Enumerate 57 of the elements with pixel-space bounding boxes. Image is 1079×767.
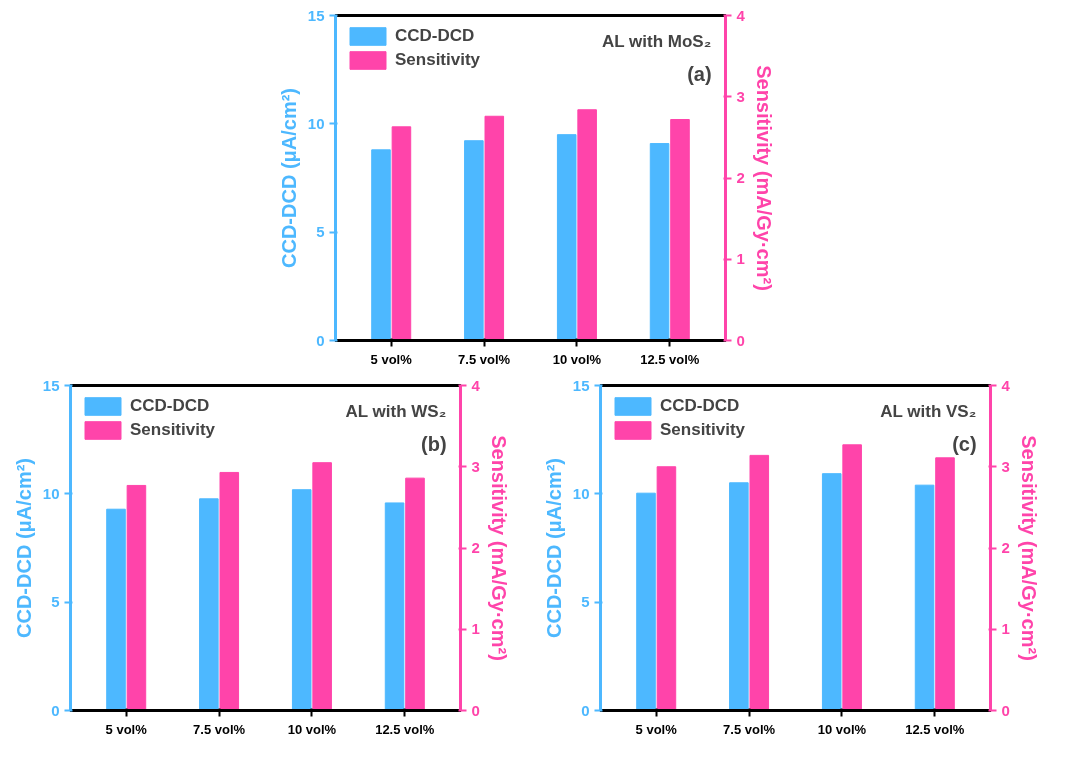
x-tick-label: 5 vol% — [370, 351, 413, 367]
y2-tick-label: 3 — [1001, 457, 1010, 475]
annotation: AL with MoS₂ — [602, 32, 712, 51]
y-tick-label: 5 — [51, 593, 60, 611]
x-tick-label: 12.5 vol% — [905, 721, 965, 737]
x-tick-label: 7.5 vol% — [458, 351, 511, 367]
legend-label: CCD-DCD — [395, 26, 475, 46]
y-tick-label: 15 — [307, 6, 325, 24]
y-tick-label: 10 — [42, 484, 60, 502]
y2-tick-label: 3 — [736, 87, 745, 105]
y2-tick-label: 1 — [1001, 620, 1010, 638]
x-tick-label: 10 vol% — [287, 721, 337, 737]
y-tick-label: 0 — [51, 701, 60, 719]
y-tick-label: 0 — [581, 701, 590, 719]
y-tick-label: 0 — [316, 331, 325, 349]
y2-tick-label: 2 — [471, 539, 480, 556]
legend-label: Sensitivity — [130, 420, 216, 440]
legend-label: Sensitivity — [660, 420, 746, 440]
legend-label: CCD-DCD — [130, 396, 210, 416]
y-tick-label: 10 — [307, 114, 325, 132]
x-tick-label: 7.5 vol% — [723, 721, 776, 737]
y2-tick-label: 4 — [736, 6, 746, 24]
y-tick-label: 15 — [572, 376, 590, 394]
y-tick-label: 5 — [581, 593, 590, 611]
y2-tick-label: 3 — [471, 457, 480, 475]
y2-tick-label: 4 — [1001, 376, 1011, 394]
x-tick-label: 5 vol% — [105, 721, 148, 737]
y2-tick-label: 2 — [736, 169, 745, 186]
annotation: (b) — [421, 433, 447, 455]
annotation: (a) — [687, 63, 712, 85]
y2-axis-title: Sensitivity (mA/Gy·cm²) — [1017, 435, 1040, 661]
y-tick-label: 15 — [42, 376, 60, 394]
y2-tick-label: 1 — [736, 250, 745, 268]
y2-tick-label: 4 — [471, 376, 481, 394]
annotation: AL with VS₂ — [880, 402, 977, 421]
y-tick-label: 10 — [572, 484, 590, 502]
y2-tick-label: 0 — [471, 701, 480, 719]
legend-label: CCD-DCD — [660, 396, 740, 416]
y2-tick-label: 1 — [471, 620, 480, 638]
y-axis-title: CCD-DCD (μA/cm²) — [542, 458, 565, 638]
x-tick-label: 10 vol% — [552, 351, 602, 367]
annotation: (c) — [952, 433, 977, 455]
x-tick-label: 12.5 vol% — [640, 351, 700, 367]
x-tick-label: 7.5 vol% — [193, 721, 246, 737]
y-axis-title: CCD-DCD (μA/cm²) — [12, 458, 35, 638]
legend-label: Sensitivity — [395, 50, 481, 70]
y-tick-label: 5 — [316, 223, 325, 241]
y2-tick-label: 2 — [1001, 539, 1010, 556]
annotation: AL with WS₂ — [345, 402, 447, 421]
y2-tick-label: 0 — [1001, 701, 1010, 719]
y2-tick-label: 0 — [736, 331, 745, 349]
x-tick-label: 12.5 vol% — [375, 721, 435, 737]
y-axis-title: CCD-DCD (μA/cm²) — [277, 88, 300, 268]
y2-axis-title: Sensitivity (mA/Gy·cm²) — [487, 435, 510, 661]
x-tick-label: 5 vol% — [635, 721, 678, 737]
y2-axis-title: Sensitivity (mA/Gy·cm²) — [752, 65, 775, 291]
x-tick-label: 10 vol% — [817, 721, 867, 737]
